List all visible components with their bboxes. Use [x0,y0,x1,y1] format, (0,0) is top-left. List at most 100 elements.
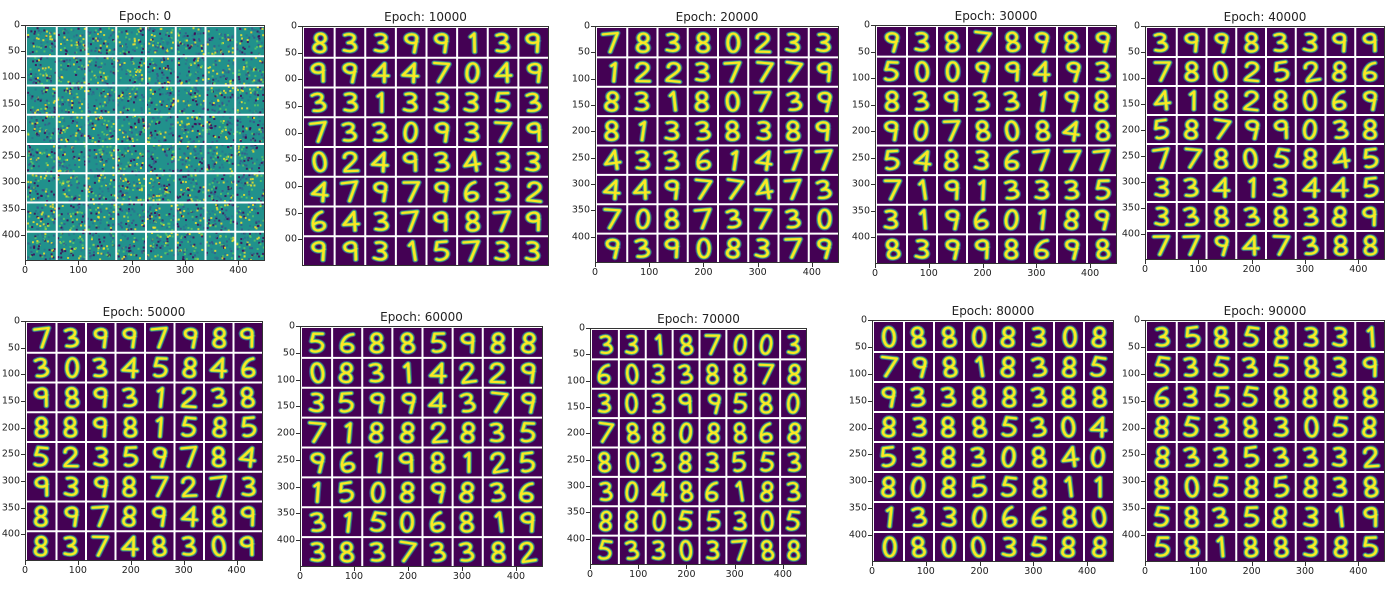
sample-tile [937,56,967,87]
sample-tile [1147,502,1177,532]
generated-digit [1302,505,1320,528]
generated-digit [651,421,667,445]
sample-tile [967,115,997,146]
sample-tile [994,502,1024,532]
generated-digit [1183,535,1202,559]
generated-digit [1183,31,1200,54]
sample-tile [1084,502,1113,532]
y-tick-mark [1141,400,1145,402]
generated-digit [732,421,748,445]
grid-line [301,446,542,449]
sample-tile [1295,532,1326,561]
x-tick-label: 300 [1295,264,1315,275]
sample-tile [597,86,628,117]
y-tick-label: 150 [1121,395,1140,407]
sample-tile [115,442,145,472]
y-tick-mark [21,347,25,349]
generated-digit [1033,178,1051,201]
sample-tile [116,27,146,57]
sample-tile [1176,57,1207,86]
x-tick-mark [131,261,133,265]
generated-digit [62,415,79,439]
generated-digit [1212,117,1233,141]
sample-tile [1087,56,1116,87]
generated-digit [1273,59,1291,83]
sample-tile [808,86,838,117]
grid-line [26,172,264,175]
sample-tile [934,322,964,352]
sample-tile [482,328,513,358]
generated-digit [1093,475,1104,499]
generated-digit [460,238,482,264]
sample-tile [1147,442,1177,472]
y-tick-label: 0 [1133,314,1140,326]
sample-tile [332,387,363,418]
sample-tile [1295,28,1326,57]
sample-tile [1236,28,1266,57]
generated-digit [1182,445,1201,469]
sample-tile [1355,532,1384,561]
sample-tile [934,352,964,382]
y-tick-label: 150 [851,99,870,111]
sample-tile [1355,144,1384,173]
sample-tile [645,447,673,477]
generated-digit [338,179,360,204]
y-tick-mark [871,131,875,133]
y-tick-mark [21,182,25,184]
generated-digit [1090,505,1108,529]
sample-tile [395,57,427,88]
generated-digit [524,91,543,114]
generated-digit [371,180,390,204]
generated-digit [1092,89,1110,113]
sample-tile [994,352,1024,382]
x-tick-label: 200 [694,267,713,278]
sample-tile [395,176,427,207]
sample-tile [997,27,1027,57]
sample-tile [86,531,116,560]
generated-digit [732,333,748,357]
sample-tile [1236,231,1266,259]
generated-digit [633,237,652,260]
sample-tile [907,86,937,116]
grid-line [301,536,542,539]
sample-tile [457,236,488,265]
generated-digit [92,475,110,499]
x-tick-mark [1305,260,1306,264]
x-tick-mark [78,261,80,265]
generated-digit [724,236,742,260]
sample-tile [748,145,779,175]
sample-tile [302,447,333,478]
sample-tile [1206,86,1237,115]
generated-digit [210,504,228,529]
sample-tile [645,418,673,448]
generated-digit [1273,415,1291,438]
y-tick-mark [1141,535,1145,537]
sample-tile [457,117,488,147]
sample-tile [27,501,57,532]
generated-digit [1365,325,1376,349]
sample-tile [175,231,206,260]
y-tick-label: 400 [571,231,590,243]
generated-digit [92,445,110,468]
y-tick-mark [591,210,595,212]
generated-digit [1362,475,1380,499]
sample-tile [1206,57,1237,86]
sample-tile [627,204,658,234]
sample-tile [937,204,967,235]
x-tick-label: 200 [973,268,992,279]
sample-tile [1087,204,1116,235]
sample-tile [512,447,542,478]
generated-digit [1059,415,1077,439]
sample-tile [1057,27,1087,57]
generated-digit [457,480,476,505]
x-tick-label: 100 [916,566,935,577]
generated-digit [151,445,169,470]
generated-digit [464,209,482,234]
generated-digit [91,356,109,379]
sample-tile [1147,57,1177,86]
sample-tile [27,56,57,86]
generated-digit [912,119,930,143]
sample-tile [592,447,619,477]
sample-tile [56,56,87,86]
